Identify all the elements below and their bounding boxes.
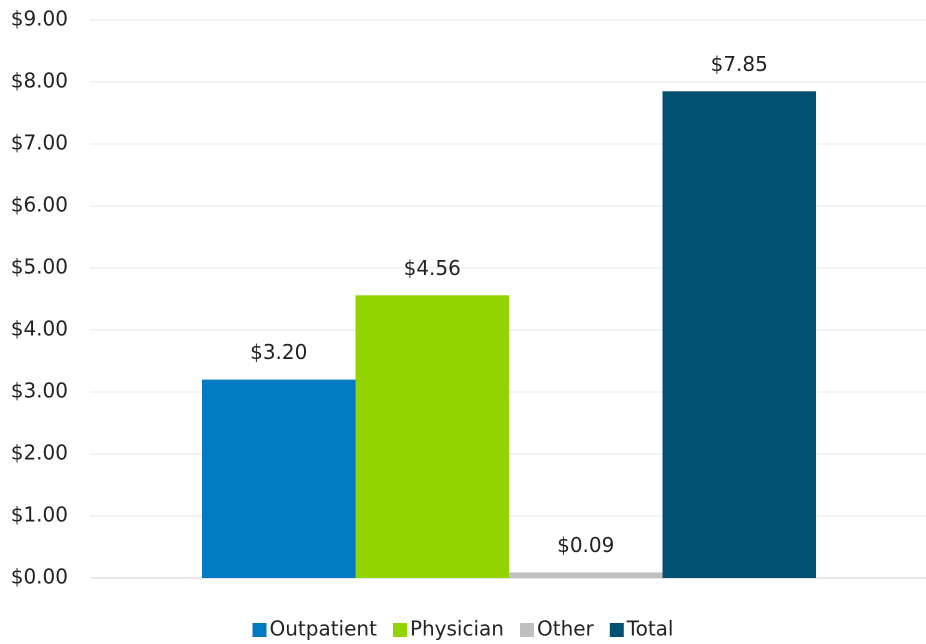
legend-label: Physician (410, 617, 504, 641)
bar (202, 379, 356, 578)
bar (662, 91, 816, 579)
legend-label: Outpatient (270, 617, 378, 641)
y-tick-label: $0.00 (11, 565, 68, 589)
data-label: $3.20 (250, 340, 307, 364)
y-tick-label: $6.00 (11, 193, 68, 217)
y-tick-label: $3.00 (11, 379, 68, 403)
legend-label: Other (537, 617, 595, 641)
y-tick-label: $4.00 (11, 317, 68, 341)
data-label: $0.09 (557, 533, 614, 557)
y-tick-label: $5.00 (11, 255, 68, 279)
data-label: $7.85 (711, 52, 768, 76)
bar (509, 572, 663, 578)
legend-swatch (392, 623, 407, 637)
y-tick-label: $1.00 (11, 503, 68, 527)
data-label: $4.56 (404, 256, 461, 280)
legend-swatch (252, 623, 267, 637)
legend-swatch (519, 623, 534, 637)
legend-label: Total (626, 617, 674, 641)
bar (355, 295, 509, 578)
legend-swatch (609, 623, 624, 637)
y-tick-label: $9.00 (11, 7, 68, 31)
y-tick-label: $2.00 (11, 441, 68, 465)
legend: Outpatient Physician Other Total (252, 617, 674, 641)
y-tick-label: $7.00 (11, 131, 68, 155)
y-tick-label: $8.00 (11, 69, 68, 93)
